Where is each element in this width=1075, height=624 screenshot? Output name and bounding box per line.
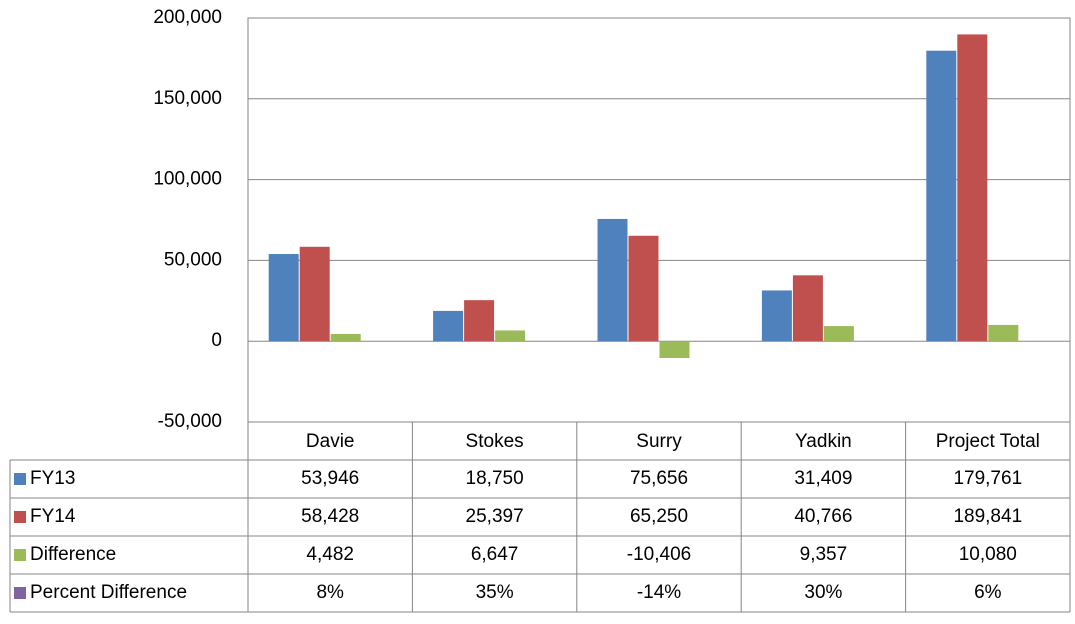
y-tick-label: 50,000 bbox=[164, 249, 222, 270]
data-table-cell: 58,428 bbox=[301, 506, 359, 527]
x-tick-label: Yadkin bbox=[795, 431, 852, 452]
bar bbox=[957, 34, 988, 342]
bar bbox=[823, 326, 854, 342]
x-tick-label: Surry bbox=[636, 431, 682, 452]
y-tick-label: 0 bbox=[211, 330, 222, 351]
bar bbox=[299, 246, 330, 342]
legend-key bbox=[14, 549, 26, 561]
data-table-cell: -14% bbox=[637, 582, 681, 603]
y-tick-label: -50,000 bbox=[158, 411, 222, 432]
data-table-cell: 25,397 bbox=[466, 506, 524, 527]
bar bbox=[988, 324, 1019, 342]
bar bbox=[659, 341, 690, 359]
data-table-cell: 53,946 bbox=[301, 468, 359, 489]
data-table-cell: 40,766 bbox=[794, 506, 852, 527]
bar bbox=[761, 290, 792, 342]
legend-label: FY13 bbox=[30, 468, 75, 489]
legend-label: Percent Difference bbox=[30, 582, 187, 603]
plot-border bbox=[247, 17, 1071, 423]
bar bbox=[495, 330, 526, 342]
data-table-cell: 179,761 bbox=[953, 468, 1022, 489]
bar bbox=[926, 50, 957, 342]
data-table-cell: -10,406 bbox=[627, 544, 691, 565]
bar bbox=[268, 254, 299, 342]
legend-key bbox=[14, 473, 26, 485]
data-table-cell: 10,080 bbox=[959, 544, 1017, 565]
bar bbox=[792, 275, 823, 342]
data-table-cell: 30% bbox=[804, 582, 842, 603]
data-table-cell: 31,409 bbox=[794, 468, 852, 489]
x-tick-label: Project Total bbox=[936, 431, 1040, 452]
x-tick-label: Stokes bbox=[466, 431, 524, 452]
data-table-cell: 18,750 bbox=[466, 468, 524, 489]
legend-label: Difference bbox=[30, 544, 116, 565]
bar bbox=[464, 300, 495, 342]
bar bbox=[433, 310, 464, 342]
bar bbox=[330, 333, 361, 342]
y-tick-label: 100,000 bbox=[153, 169, 222, 190]
data-table-cell: 35% bbox=[476, 582, 514, 603]
legend-label: FY14 bbox=[30, 506, 76, 527]
x-tick-label: Davie bbox=[306, 431, 355, 452]
data-table-cell: 75,656 bbox=[630, 468, 688, 489]
data-table-cell: 8% bbox=[316, 582, 344, 603]
y-tick-label: 200,000 bbox=[153, 7, 222, 28]
data-table-cell: 9,357 bbox=[800, 544, 848, 565]
data-table-cell: 6,647 bbox=[471, 544, 519, 565]
data-table-cell: 6% bbox=[974, 582, 1002, 603]
legend-key bbox=[14, 511, 26, 523]
legend-key bbox=[14, 587, 26, 599]
data-table-cell: 189,841 bbox=[953, 506, 1022, 527]
bar bbox=[628, 235, 659, 342]
data-table-cell: 4,482 bbox=[306, 544, 354, 565]
data-table-cell: 65,250 bbox=[630, 506, 688, 527]
y-tick-label: 150,000 bbox=[153, 88, 222, 109]
bar bbox=[597, 218, 628, 342]
